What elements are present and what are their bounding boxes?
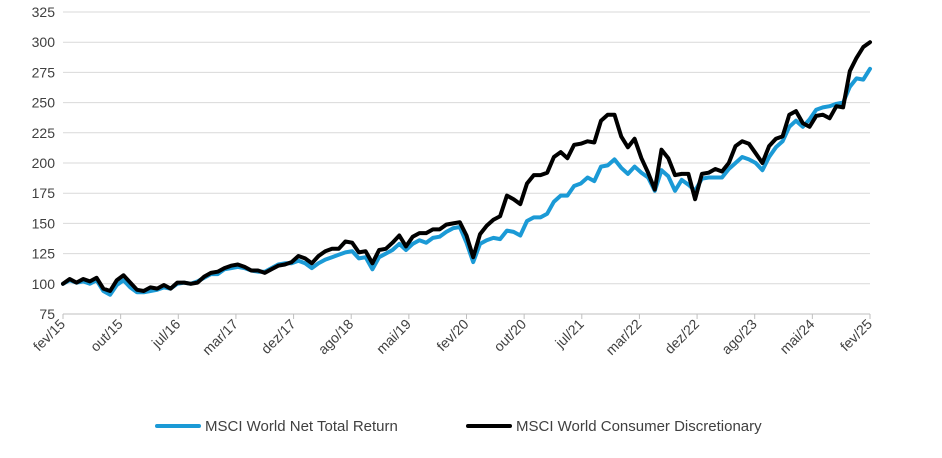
y-tick-label: 250 [32, 95, 56, 111]
y-tick-label: 150 [32, 215, 56, 231]
legend-label-1: MSCI World Consumer Discretionary [516, 418, 762, 435]
x-tick-label: fev/25 [837, 316, 875, 354]
y-tick-label: 300 [32, 34, 56, 50]
x-tick-label: jul/16 [148, 316, 184, 352]
y-tick-label: 325 [32, 4, 56, 20]
x-tick-label: mai/19 [373, 316, 414, 357]
x-tick-label: out/15 [87, 316, 126, 355]
y-tick-label: 125 [32, 246, 56, 262]
y-tick-label: 275 [32, 64, 56, 80]
y-tick-label: 100 [32, 276, 56, 292]
legend: MSCI World Net Total Return MSCI World Co… [155, 418, 762, 435]
y-tick-label: 200 [32, 155, 56, 171]
y-axis-ticks: 75 100 125 150 175 200 225 250 275 300 325 [32, 4, 56, 322]
x-tick-label: mar/17 [199, 316, 241, 358]
y-tick-label: 225 [32, 125, 56, 141]
y-tick-label: 175 [32, 185, 56, 201]
x-tick-label: ago/18 [315, 316, 357, 358]
grid-layer [63, 11, 870, 315]
legend-label-0: MSCI World Net Total Return [205, 418, 398, 435]
x-tick-label: mai/24 [776, 316, 817, 357]
x-tick-label: out/20 [490, 316, 529, 355]
x-tick-label: jul/21 [551, 316, 587, 352]
x-tick-label: mar/22 [602, 316, 644, 358]
x-tick-label: fev/20 [433, 316, 471, 354]
y-tick-label: 75 [39, 306, 55, 322]
x-tick-label: dez/22 [661, 316, 702, 357]
x-axis-ticks: fev/15 out/15 jul/16 mar/17 dez/17 ago/18 mai/… [30, 314, 875, 358]
series-layer [61, 40, 872, 297]
x-tick-label: dez/17 [258, 316, 299, 357]
x-tick-label: ago/23 [718, 316, 760, 358]
series-line-1 [61, 40, 872, 293]
